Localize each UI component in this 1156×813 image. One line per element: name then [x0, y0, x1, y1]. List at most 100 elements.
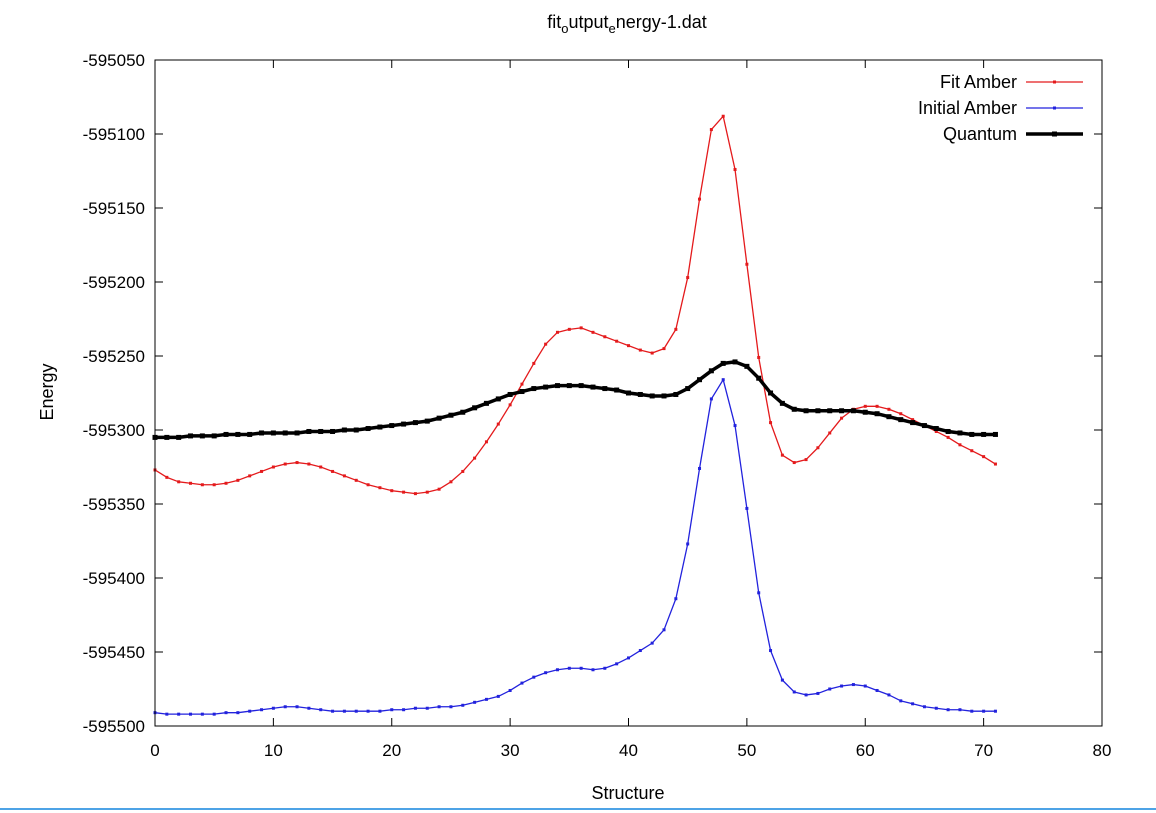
x-tick-label: 40 — [619, 741, 638, 760]
data-point — [449, 705, 453, 709]
data-point — [969, 431, 975, 437]
data-point — [579, 666, 583, 670]
series-fit-amber — [153, 114, 997, 496]
data-point — [567, 327, 571, 331]
data-point — [673, 391, 679, 397]
legend-label-quantum: Quantum — [943, 124, 1017, 144]
data-point — [484, 440, 488, 444]
y-tick-label: -595200 — [83, 273, 145, 292]
data-point — [165, 475, 169, 479]
data-point — [934, 429, 938, 433]
data-point — [791, 406, 797, 412]
data-point — [745, 506, 749, 510]
data-point — [662, 347, 666, 351]
legend-marker — [1053, 80, 1056, 84]
data-point — [341, 427, 347, 433]
data-point — [437, 705, 441, 709]
data-point — [353, 427, 359, 433]
data-point — [390, 489, 394, 493]
data-point — [461, 703, 465, 707]
data-point — [721, 378, 725, 382]
data-point — [863, 404, 867, 408]
x-axis-label: Structure — [591, 783, 664, 803]
data-point — [638, 649, 642, 653]
data-point — [780, 678, 784, 682]
data-point — [260, 708, 264, 712]
data-point — [177, 712, 181, 716]
data-point — [745, 262, 749, 266]
data-point — [544, 342, 548, 346]
series-quantum — [152, 359, 998, 440]
chart-title-part: fit — [547, 12, 561, 32]
data-point — [543, 384, 549, 390]
data-point — [378, 486, 382, 490]
y-tick-label: -595450 — [83, 643, 145, 662]
data-point — [472, 405, 478, 411]
data-point — [331, 469, 335, 473]
chart-title: fitoutputenergy-1.dat — [547, 12, 707, 36]
data-point — [555, 330, 559, 334]
data-point — [532, 675, 536, 679]
legend-marker — [1053, 106, 1056, 110]
data-point — [307, 462, 311, 466]
data-point — [283, 705, 287, 709]
data-point — [436, 415, 442, 421]
data-point — [319, 465, 323, 469]
data-point — [424, 418, 430, 424]
data-point — [295, 705, 299, 709]
data-point — [270, 430, 276, 436]
data-point — [945, 428, 951, 434]
data-point — [319, 708, 323, 712]
data-point — [448, 412, 454, 418]
data-point — [662, 628, 666, 632]
data-point — [627, 656, 630, 660]
data-point — [377, 424, 383, 430]
chart-title-subscript: o — [561, 21, 568, 36]
data-point — [992, 431, 998, 437]
data-point — [709, 397, 713, 401]
series-initial-amber — [153, 378, 997, 716]
legend-marker — [1052, 131, 1057, 137]
data-point — [981, 431, 987, 437]
data-point — [176, 434, 182, 440]
data-point — [591, 330, 595, 334]
data-point — [875, 688, 879, 692]
data-point — [769, 649, 773, 653]
chart-title-part: nergy-1.dat — [616, 12, 707, 32]
data-point — [402, 490, 406, 494]
data-point — [390, 708, 394, 712]
data-point — [721, 114, 725, 118]
data-point — [165, 712, 169, 716]
data-point — [282, 430, 288, 436]
data-point — [946, 708, 950, 712]
data-point — [401, 421, 407, 427]
data-point — [164, 434, 170, 440]
x-tick-label: 0 — [150, 741, 159, 760]
data-point — [934, 706, 938, 710]
data-point — [769, 421, 773, 425]
bottom-divider — [0, 808, 1156, 810]
data-point — [720, 360, 726, 366]
series-line-fit-amber — [154, 115, 996, 495]
data-point — [590, 384, 596, 390]
data-point — [709, 128, 713, 132]
series-line-quantum — [155, 360, 996, 440]
data-point — [177, 480, 181, 484]
data-point — [685, 386, 691, 392]
data-point — [508, 403, 512, 407]
data-point — [212, 483, 216, 487]
data-point — [555, 668, 559, 672]
data-point — [579, 326, 583, 330]
data-point — [330, 428, 336, 434]
y-tick-label: -595400 — [83, 569, 145, 588]
data-point — [483, 400, 489, 406]
data-point — [744, 363, 750, 369]
data-point — [519, 389, 525, 395]
data-point — [911, 418, 915, 422]
data-point — [507, 391, 513, 397]
data-point — [698, 197, 702, 201]
data-point — [211, 433, 217, 439]
data-point — [946, 435, 950, 439]
legend: Fit Amber Initial Amber Quantum — [918, 72, 1083, 144]
